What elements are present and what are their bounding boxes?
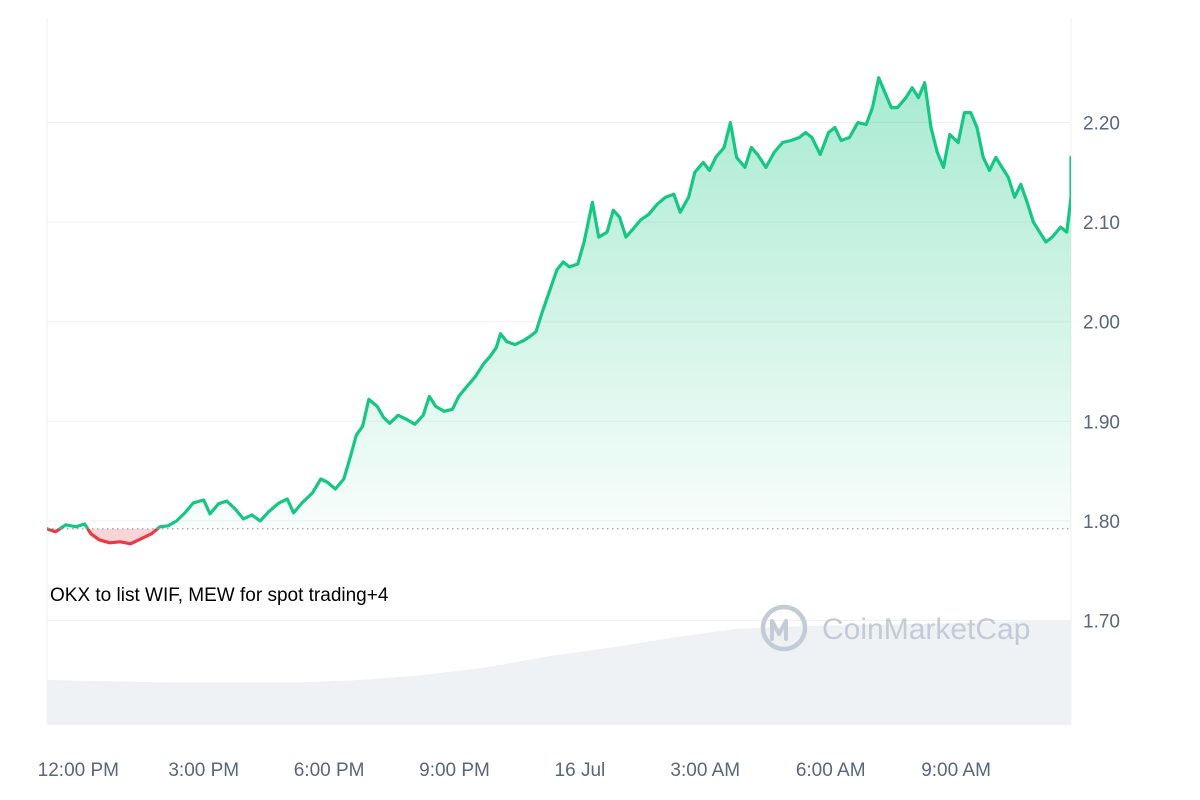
y-tick-label: 1.80	[1083, 512, 1120, 533]
y-tick-label: 2.20	[1083, 114, 1120, 135]
coinmarketcap-watermark: CoinMarketCap	[760, 604, 1030, 652]
volume-area	[47, 620, 1071, 725]
x-tick-label: 9:00 AM	[921, 760, 991, 781]
x-tick-label: 6:00 AM	[796, 760, 866, 781]
x-tick-label: 6:00 PM	[294, 760, 365, 781]
price-line	[47, 76, 1071, 546]
news-annotation[interactable]: OKX to list WIF, MEW for spot trading+4	[50, 585, 389, 606]
area-below-baseline	[47, 528, 158, 544]
y-tick-label: 2.10	[1083, 213, 1120, 234]
news-headline[interactable]: OKX to list WIF, MEW for spot trading	[50, 585, 367, 606]
price-line-above	[47, 76, 1071, 529]
area-above-baseline	[47, 77, 1071, 529]
x-tick-label: 3:00 PM	[168, 760, 239, 781]
x-tick-label: 16 Jul	[555, 760, 606, 781]
volume-shape	[47, 620, 1071, 725]
watermark-text: CoinMarketCap	[822, 613, 1030, 646]
news-extra-count[interactable]: +4	[367, 585, 389, 606]
y-axis-ticks: 1.70 1.80 1.90 2.00 2.10 2.20	[1083, 114, 1120, 633]
price-area-fill	[47, 77, 1071, 544]
x-axis-ticks: 12:00 PM 3:00 PM 6:00 PM 9:00 PM 16 Jul 3:00 …	[38, 760, 991, 781]
x-tick-label: 12:00 PM	[38, 760, 119, 781]
y-tick-label: 2.00	[1083, 313, 1120, 334]
coinmarketcap-logo-icon	[760, 604, 808, 652]
y-tick-label: 1.90	[1083, 412, 1120, 433]
x-tick-label: 9:00 PM	[419, 760, 490, 781]
x-tick-label: 3:00 AM	[670, 760, 740, 781]
y-tick-label: 1.70	[1083, 611, 1120, 632]
